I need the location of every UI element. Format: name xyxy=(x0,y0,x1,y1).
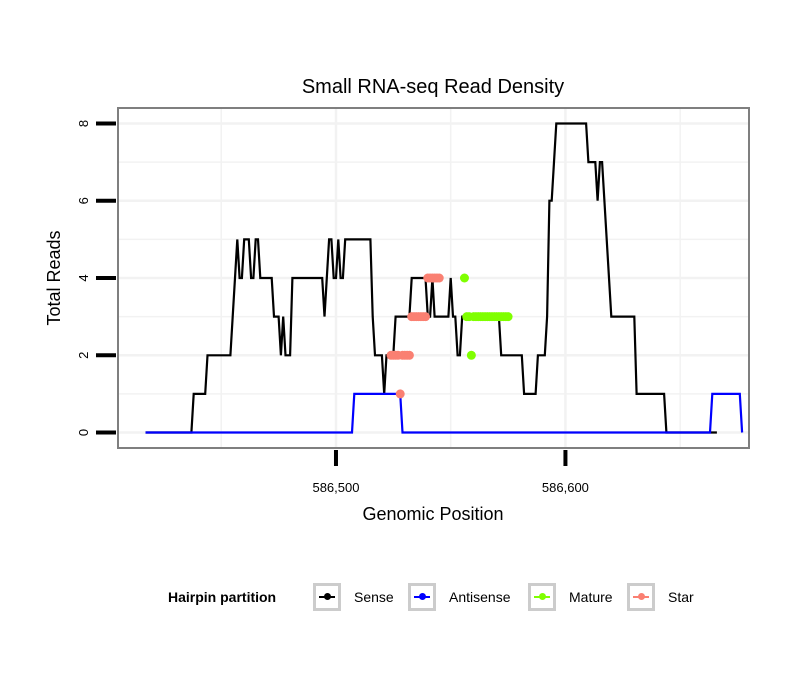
y-axis: 0 2 4 6 8 xyxy=(76,120,116,436)
x-axis: 586,500 586,600 xyxy=(312,450,589,495)
series-line-antisense xyxy=(145,392,744,434)
point-mature xyxy=(466,350,476,360)
legend: Hairpin partition Sense Antisense Mature… xyxy=(0,583,810,613)
y-axis-label: Total Reads xyxy=(44,230,64,325)
point-star xyxy=(420,312,430,322)
y-tick-label: 0 xyxy=(76,429,91,436)
x-tick-label: 586,600 xyxy=(542,480,589,495)
plot-border xyxy=(117,107,750,449)
point-star xyxy=(395,389,405,399)
series-layer xyxy=(145,122,744,434)
x-tick-label: 586,500 xyxy=(312,480,359,495)
chart-title: Small RNA-seq Read Density xyxy=(302,76,564,98)
legend-label-antisense: Antisense xyxy=(449,589,511,605)
y-tick-label: 2 xyxy=(76,352,91,359)
legend-title: Hairpin partition xyxy=(168,589,277,605)
y-tick-label: 6 xyxy=(76,197,91,204)
point-mature xyxy=(459,273,469,283)
legend-label-mature: Mature xyxy=(569,589,613,605)
point-mature xyxy=(503,312,513,322)
legend-key-star xyxy=(627,583,655,611)
x-axis-label: Genomic Position xyxy=(362,504,503,524)
y-tick-label: 8 xyxy=(76,120,91,127)
y-tick-label: 4 xyxy=(76,274,91,281)
legend-label-sense: Sense xyxy=(354,589,394,605)
point-star xyxy=(404,350,414,360)
legend-key-antisense xyxy=(408,583,436,611)
legend-label-star: Star xyxy=(668,589,694,605)
point-star xyxy=(434,273,444,283)
legend-key-sense xyxy=(313,583,341,611)
legend-key-mature xyxy=(528,583,556,611)
